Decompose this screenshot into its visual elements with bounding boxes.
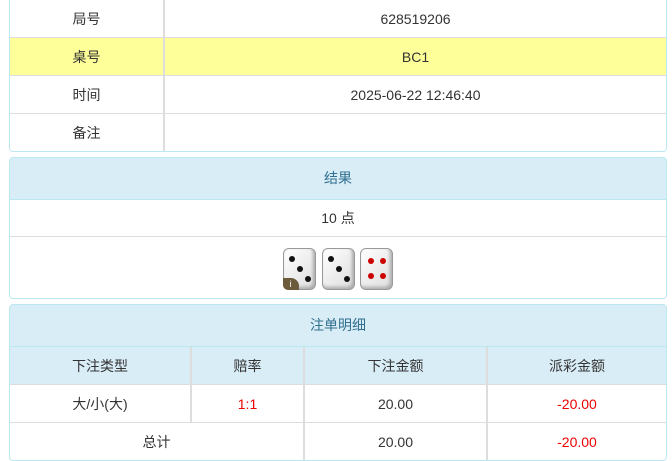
odds: 1:1 [190,384,304,423]
die-3-icon [360,248,394,291]
payout: -20.00 [486,384,666,423]
round-info-panel: 局号 628519206 桌号 BC1 时间 2025-06-22 12:46:40 … [9,0,667,152]
label: 时间 [10,75,164,114]
value [163,113,666,151]
die-2-icon [321,248,355,291]
col-odds: 赔率 [190,347,304,385]
table-row: 大/小(大) 1:1 20.00 -20.00 [10,384,666,423]
total-row: 总计 20.00 -20.00 [10,422,666,460]
label: 桌号 [10,37,164,76]
total-amount: 20.00 [303,422,487,460]
total-payout: -20.00 [486,422,666,460]
result-panel: 结果 10 点 i [9,157,667,299]
die-1-icon: i [282,248,316,291]
result-points: 10 点 [10,200,666,237]
col-amount: 下注金额 [303,347,487,385]
column-headers: 下注类型 赔率 下注金额 派彩金额 [10,347,666,385]
time-row: 时间 2025-06-22 12:46:40 [10,75,666,114]
value: 2025-06-22 12:46:40 [163,75,666,114]
info-badge[interactable]: i [282,278,299,291]
amount: 20.00 [303,384,487,423]
label: 局号 [72,10,101,27]
remark-row: 备注 [10,113,666,151]
round-id-row: 局号 628519206 [10,0,666,38]
bet-details-title: 注单明细 [10,305,666,347]
value: BC1 [163,37,666,76]
value: 628519206 [163,0,666,38]
label: 备注 [10,113,164,151]
col-bet-type: 下注类型 [10,347,191,385]
total-label: 总计 [10,422,304,460]
table-id-row: 桌号 BC1 [10,37,666,76]
col-payout: 派彩金额 [486,347,666,385]
dice-row: i [10,237,666,298]
bet-details-panel: 注单明细 下注类型 赔率 下注金额 派彩金额 大/小(大) 1:1 20.00 … [9,304,667,461]
bet-type: 大/小(大) [10,384,191,423]
result-title: 结果 [10,158,666,200]
